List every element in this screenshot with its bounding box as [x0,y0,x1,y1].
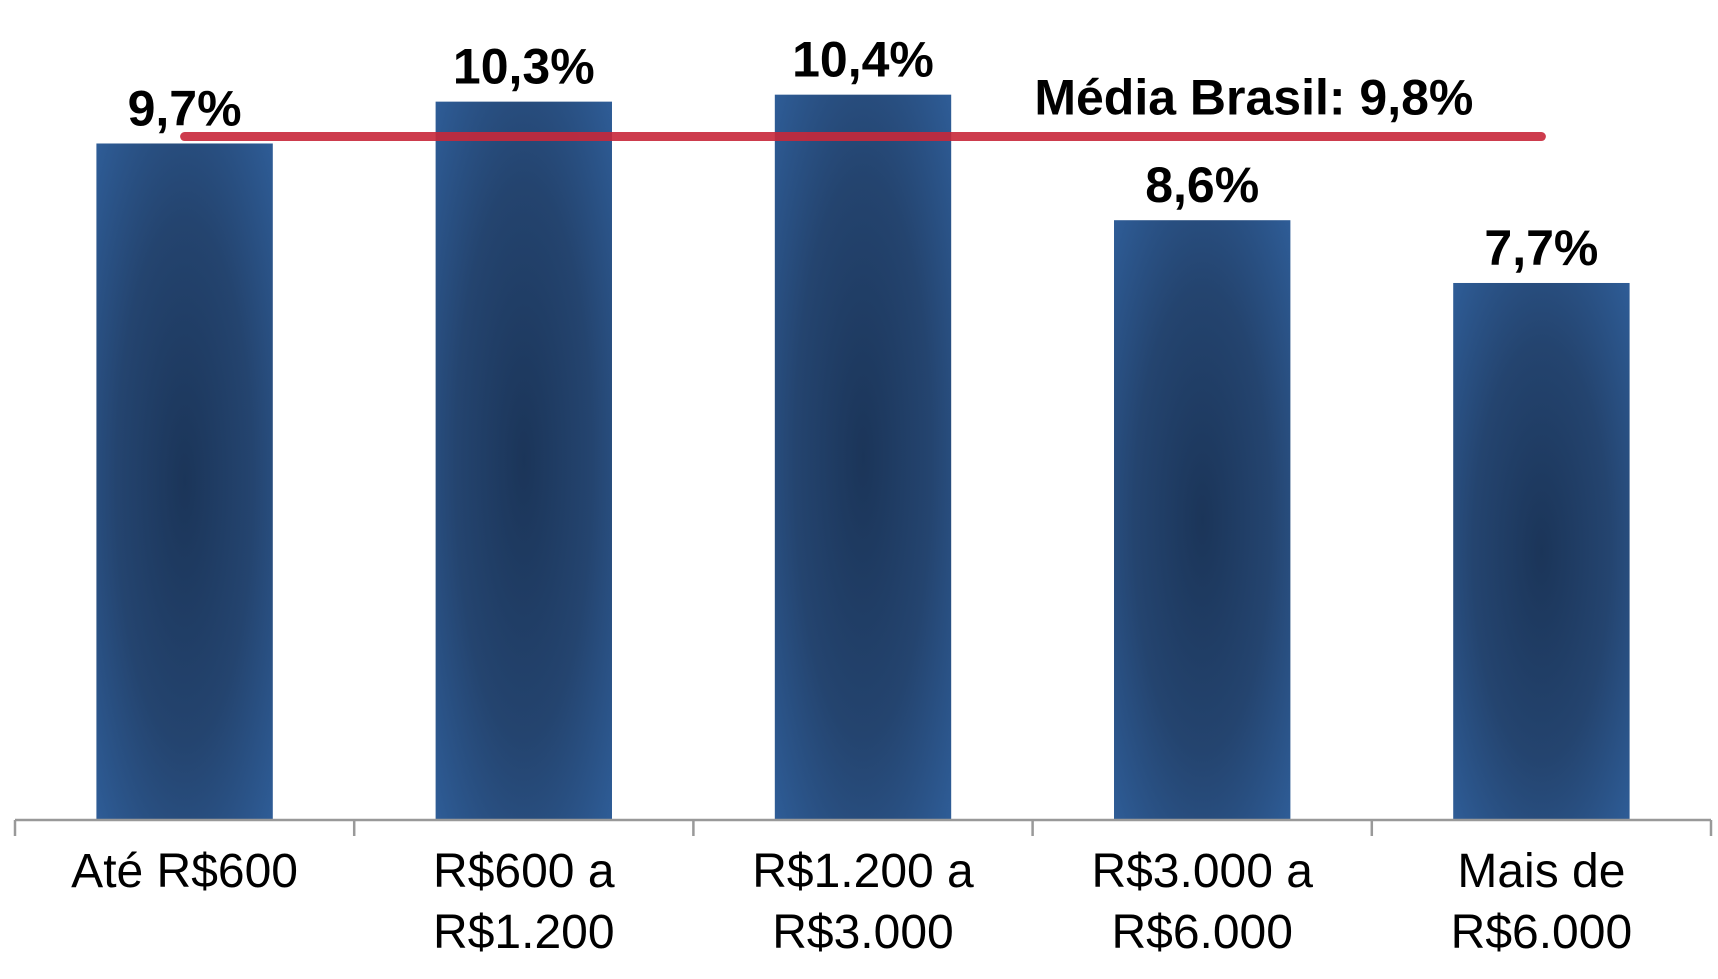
x-tick-label-line: Mais de [1457,845,1625,898]
value-label: 10,4% [792,32,934,88]
x-tick-label-line: R$1.200 [433,906,614,959]
x-tick-label: R$1.200 a R$3.000 [752,845,974,959]
bar [774,94,952,820]
x-tick-label-line: Até R$600 [71,845,298,898]
value-label: 10,3% [453,39,595,95]
value-label: 9,7% [128,80,242,136]
value-label: 8,6% [1145,157,1259,213]
x-tick-label: Até R$600 [71,845,298,898]
x-tick-label-line: R$6.000 [1451,906,1632,959]
bar [1453,282,1630,820]
bar [1114,220,1291,820]
bar [96,143,273,820]
value-label: 7,7% [1484,220,1598,276]
x-tick-label: Mais de R$6.000 [1451,845,1632,959]
x-tick-label: R$3.000 a R$6.000 [1091,845,1313,959]
x-tick-label-line: R$6.000 [1111,906,1292,959]
x-tick-label-line: R$3.000 a [1091,845,1313,898]
x-tick-label-line: R$600 a [433,845,615,898]
x-tick-label-line: R$3.000 [772,906,953,959]
bar [435,101,612,820]
x-tick-label-line: R$1.200 a [752,845,974,898]
x-tick-label: R$600 a R$1.200 [433,845,615,959]
reference-label: Média Brasil: 9,8% [1034,70,1473,126]
